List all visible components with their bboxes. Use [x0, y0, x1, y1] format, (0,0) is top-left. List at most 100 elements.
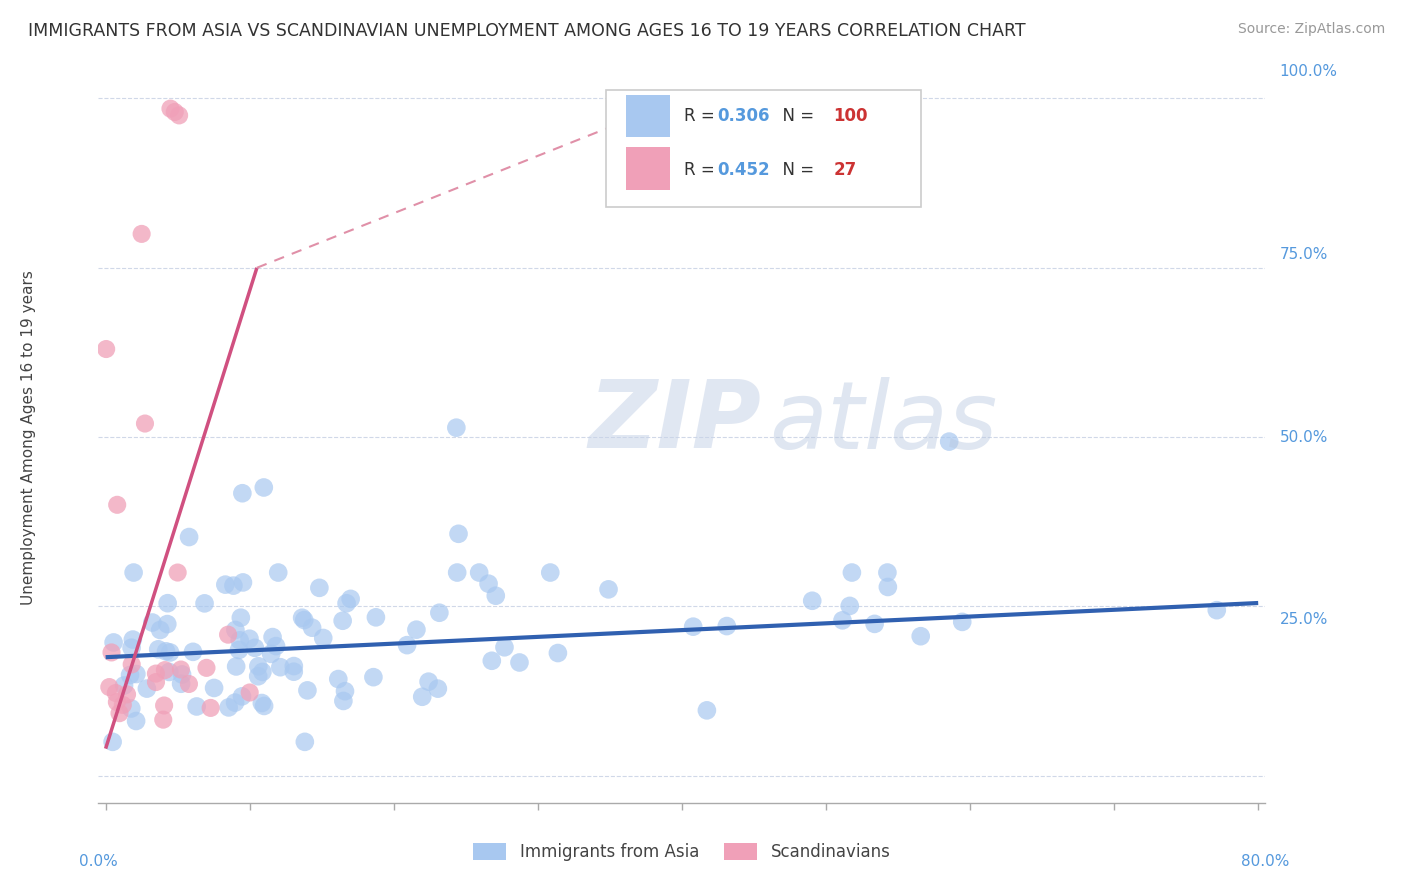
Point — [239, 685, 262, 699]
Point — [125, 667, 148, 681]
Point — [364, 610, 387, 624]
Point — [876, 580, 898, 594]
Point — [105, 695, 128, 709]
Point — [156, 617, 179, 632]
Point — [228, 633, 250, 648]
Point — [477, 576, 499, 591]
Point — [214, 577, 236, 591]
Point — [494, 640, 516, 655]
Text: atlas: atlas — [769, 377, 998, 468]
Point — [468, 566, 491, 580]
Point — [195, 661, 218, 675]
Point — [250, 696, 273, 710]
Point — [112, 678, 135, 692]
Point — [447, 526, 470, 541]
Point — [297, 683, 319, 698]
Point — [134, 417, 156, 431]
Text: Unemployment Among Ages 16 to 19 years: Unemployment Among Ages 16 to 19 years — [21, 269, 37, 605]
Text: 80.0%: 80.0% — [1241, 854, 1289, 869]
Point — [121, 657, 143, 672]
Point — [598, 582, 620, 597]
Point — [247, 659, 270, 673]
Point — [170, 677, 193, 691]
Point — [222, 579, 245, 593]
Point — [267, 566, 290, 580]
Point — [111, 698, 134, 712]
Point — [294, 735, 316, 749]
Point — [131, 227, 153, 241]
Point — [145, 675, 167, 690]
Text: 27: 27 — [834, 161, 856, 179]
Point — [231, 486, 253, 500]
Point — [238, 632, 260, 646]
Text: 75.0%: 75.0% — [1279, 247, 1327, 261]
Point — [333, 684, 356, 698]
Text: 100: 100 — [834, 107, 868, 125]
Point — [103, 635, 125, 649]
Point — [225, 659, 247, 673]
Legend: Immigrants from Asia, Scandinavians: Immigrants from Asia, Scandinavians — [467, 836, 897, 868]
Point — [231, 690, 253, 704]
Point — [120, 701, 142, 715]
Point — [152, 713, 174, 727]
Point — [224, 623, 246, 637]
Point — [308, 581, 330, 595]
Point — [224, 696, 246, 710]
Point — [155, 644, 177, 658]
Point — [508, 656, 530, 670]
Point — [177, 530, 200, 544]
Point — [332, 694, 354, 708]
Point — [876, 566, 898, 580]
Point — [716, 619, 738, 633]
Point — [100, 645, 122, 659]
Point — [141, 615, 163, 630]
Point — [105, 498, 128, 512]
Point — [125, 714, 148, 728]
Point — [547, 646, 569, 660]
Text: 25.0%: 25.0% — [1279, 613, 1327, 627]
Point — [363, 670, 385, 684]
Point — [682, 620, 704, 634]
Point — [166, 566, 188, 580]
Point — [253, 481, 276, 495]
Point — [159, 102, 181, 116]
Point — [98, 680, 121, 694]
Point — [696, 703, 718, 717]
FancyBboxPatch shape — [606, 90, 921, 207]
Point — [232, 575, 254, 590]
Point — [312, 631, 335, 645]
Point — [485, 589, 508, 603]
Point — [538, 566, 561, 580]
Point — [841, 566, 863, 580]
Point — [121, 640, 143, 655]
Point — [218, 700, 240, 714]
Point — [217, 628, 239, 642]
Point — [831, 613, 853, 627]
Point — [157, 665, 180, 679]
Point — [118, 668, 141, 682]
Bar — [626, 95, 671, 137]
Point — [332, 614, 354, 628]
Text: 100.0%: 100.0% — [1279, 64, 1337, 78]
Point — [186, 699, 208, 714]
Text: IMMIGRANTS FROM ASIA VS SCANDINAVIAN UNEMPLOYMENT AMONG AGES 16 TO 19 YEARS CORR: IMMIGRANTS FROM ASIA VS SCANDINAVIAN UNE… — [28, 22, 1026, 40]
Point — [115, 687, 138, 701]
Point — [269, 660, 291, 674]
Point — [264, 639, 287, 653]
Text: Source: ZipAtlas.com: Source: ZipAtlas.com — [1237, 22, 1385, 37]
Point — [301, 621, 323, 635]
Bar — [626, 147, 671, 190]
Point — [108, 706, 131, 721]
Text: 0.0%: 0.0% — [79, 854, 118, 869]
Point — [104, 686, 127, 700]
Point — [950, 615, 973, 629]
Point — [863, 616, 886, 631]
Point — [202, 681, 225, 695]
Text: R =: R = — [685, 161, 720, 179]
Point — [170, 667, 193, 681]
Point — [481, 654, 503, 668]
Point — [446, 420, 468, 434]
Point — [283, 659, 305, 673]
Point — [426, 681, 449, 696]
Point — [228, 643, 250, 657]
